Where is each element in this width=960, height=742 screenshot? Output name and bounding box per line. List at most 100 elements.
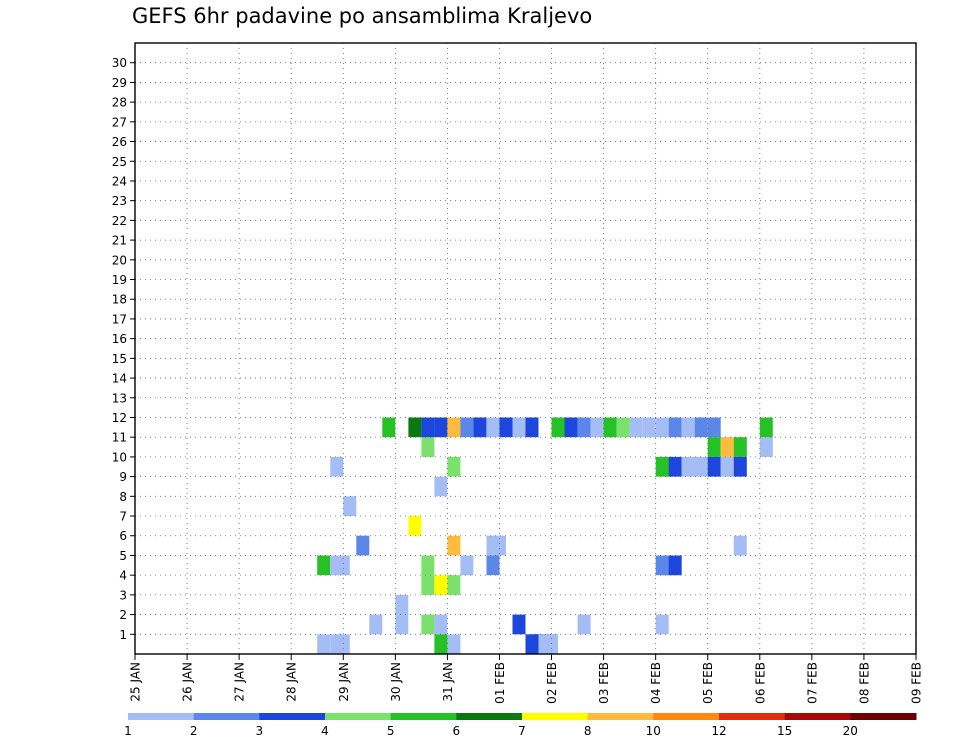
legend-swatch [193, 713, 260, 720]
y-tick-label: 15 [112, 352, 127, 366]
heatmap-cell [759, 437, 773, 457]
legend-swatch [587, 713, 654, 720]
legend-swatch [128, 713, 195, 720]
heatmap-cell [447, 535, 461, 556]
y-tick-label: 18 [112, 293, 127, 307]
heatmap-cell [421, 575, 435, 595]
heatmap-cell [629, 417, 643, 438]
legend-label: 12 [711, 724, 726, 738]
legend-label: 7 [518, 724, 526, 738]
x-tick-label: 08 FEB [857, 662, 871, 704]
y-tick-label: 9 [119, 470, 127, 484]
heatmap-cell [382, 417, 396, 438]
heatmap-cell [447, 575, 461, 595]
y-tick-label: 8 [119, 490, 127, 504]
heatmap-cell [421, 437, 435, 457]
legend-swatch [259, 713, 326, 720]
heatmap-cell [408, 516, 422, 536]
y-tick-label: 20 [112, 253, 127, 267]
x-tick-label: 29 JAN [337, 662, 351, 702]
heatmap-cell [408, 417, 422, 438]
heatmap-cell [447, 634, 461, 654]
heatmap-cell [707, 456, 721, 477]
heatmap-cell [668, 555, 682, 576]
y-tick-label: 3 [119, 588, 127, 602]
heatmap-cell [577, 614, 591, 635]
heatmap-cell [434, 476, 448, 497]
y-tick-label: 30 [112, 56, 127, 70]
x-tick-label: 07 FEB [805, 662, 819, 704]
heatmap-cell [473, 417, 487, 438]
x-tick-label: 02 FEB [545, 662, 559, 704]
legend-label: 8 [584, 724, 592, 738]
legend-label: 15 [777, 724, 792, 738]
heatmap-cell [336, 634, 350, 654]
heatmap-cell [460, 417, 474, 438]
color-legend: 1 2 3 4 5 6 7 8 10 12 15 20 [124, 713, 917, 738]
plot-frame [134, 42, 917, 655]
grid-lines [135, 43, 916, 654]
y-tick-label: 22 [112, 214, 127, 228]
heatmap-cell [512, 614, 526, 635]
x-tick-label: 27 JAN [233, 662, 247, 702]
y-tick-label: 4 [119, 569, 127, 583]
y-tick-label: 26 [112, 135, 127, 149]
heatmap-cell [603, 417, 617, 438]
heatmap-cell [447, 417, 461, 438]
heatmap-cell [720, 437, 734, 457]
heatmap-cell [395, 594, 409, 615]
legend-swatch [456, 713, 523, 720]
y-tick-label: 17 [112, 312, 127, 326]
y-tick-label: 23 [112, 194, 127, 208]
heatmap-cell [655, 614, 669, 635]
legend-swatch [719, 713, 786, 720]
y-tick-label: 25 [112, 155, 127, 169]
heatmap-cell [356, 535, 370, 556]
heatmap-cell [733, 535, 747, 556]
heatmap-cell [434, 417, 448, 438]
y-tick-label: 28 [112, 96, 127, 110]
legend-label: 10 [646, 724, 661, 738]
legend-label: 5 [387, 724, 395, 738]
x-tick-label: 05 FEB [701, 662, 715, 704]
y-tick-label: 12 [112, 411, 127, 425]
x-tick-label: 03 FEB [597, 662, 611, 704]
heatmap-cell [616, 417, 630, 438]
y-tick-label: 11 [112, 431, 127, 445]
heatmap-cell [512, 417, 526, 438]
heatmap-cell [336, 555, 350, 576]
legend-swatch [522, 713, 589, 720]
heatmap-cell [707, 437, 721, 457]
y-tick-label: 10 [112, 450, 127, 464]
x-tick-label: 28 JAN [285, 662, 299, 702]
heatmap-cell [668, 456, 682, 477]
heatmap-cell [460, 555, 474, 576]
legend-swatch [325, 713, 392, 720]
heatmap-cell [434, 575, 448, 595]
x-tick-label: 26 JAN [181, 662, 195, 702]
legend-swatch [850, 713, 917, 720]
y-tick-label: 6 [119, 529, 127, 543]
heatmap-cell [577, 417, 591, 438]
legend-label: 1 [124, 724, 132, 738]
y-tick-label: 1 [119, 628, 127, 642]
legend-label: 20 [843, 724, 858, 738]
y-tick-label: 2 [119, 608, 127, 622]
heatmap-cell [434, 634, 448, 654]
y-tick-label: 14 [112, 372, 127, 386]
heatmap-cell [369, 614, 383, 635]
heatmap-cell [317, 634, 331, 654]
x-tick-label: 09 FEB [910, 662, 924, 704]
y-tick-label: 27 [112, 115, 127, 129]
heatmap-cell [434, 614, 448, 635]
y-tick-label: 13 [112, 391, 127, 405]
heatmap-cell [545, 634, 558, 654]
x-tick-label: 06 FEB [753, 662, 767, 704]
legend-label: 2 [190, 724, 198, 738]
heatmap-cell [759, 417, 773, 438]
heatmap-cell [486, 417, 500, 438]
heatmap-cell [525, 417, 539, 438]
heatmap-cell [343, 496, 357, 516]
heatmap-cell [590, 417, 604, 438]
